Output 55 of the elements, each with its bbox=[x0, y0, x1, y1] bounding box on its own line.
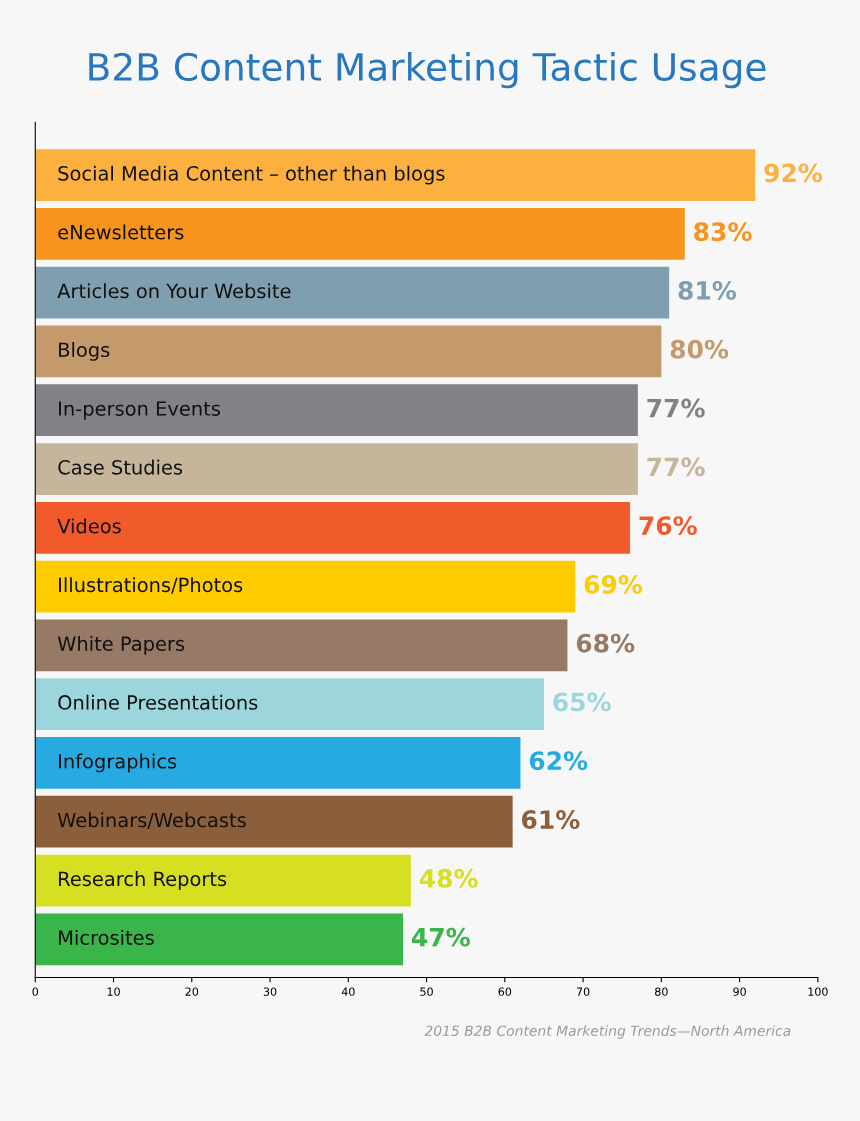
bar bbox=[35, 266, 670, 319]
data-label: 65% bbox=[553, 692, 611, 712]
bar bbox=[35, 325, 662, 378]
data-label: 76% bbox=[639, 516, 697, 536]
bar bbox=[35, 913, 404, 966]
x-tick-label: 30 bbox=[263, 987, 277, 996]
data-label: 61% bbox=[522, 810, 580, 829]
bar bbox=[35, 854, 411, 907]
bar bbox=[35, 619, 568, 672]
x-tick-label: 40 bbox=[341, 987, 355, 996]
x-tick-label: 90 bbox=[733, 987, 746, 996]
bar bbox=[35, 678, 544, 731]
bar bbox=[35, 208, 685, 260]
y-tick-label: Webinars/Webcasts bbox=[57, 812, 246, 829]
bar bbox=[35, 560, 576, 613]
x-tick-label: 0 bbox=[32, 987, 39, 996]
y-tick-label: Social Media Content – other than blogs bbox=[58, 165, 445, 185]
data-label: 68% bbox=[576, 633, 635, 653]
bar bbox=[35, 795, 513, 848]
bar bbox=[35, 443, 638, 495]
x-tick-label: 10 bbox=[107, 987, 120, 996]
y-tick-label: White Papers bbox=[57, 635, 185, 655]
x-tick-label: 60 bbox=[498, 987, 512, 996]
bar bbox=[35, 149, 756, 201]
y-tick-label: Videos bbox=[57, 518, 121, 534]
data-label: 80% bbox=[670, 339, 729, 359]
bar bbox=[35, 737, 521, 789]
data-label: 69% bbox=[584, 574, 643, 594]
x-tick-label: 70 bbox=[576, 987, 590, 996]
bar bbox=[35, 384, 638, 437]
bar bbox=[35, 501, 631, 554]
x-tick-label: 50 bbox=[420, 987, 433, 996]
data-label: 83% bbox=[694, 222, 752, 242]
y-tick-label: Online Presentations bbox=[58, 694, 258, 710]
data-label: 48% bbox=[419, 868, 478, 888]
y-tick-label: Illustrations/Photos bbox=[59, 577, 243, 594]
y-tick-label: Microsites bbox=[59, 929, 154, 945]
data-label: 77% bbox=[647, 398, 705, 418]
x-tick-label: 80 bbox=[655, 987, 668, 996]
x-tick-label: 100 bbox=[808, 987, 828, 996]
y-tick-label: In-person Events bbox=[59, 401, 220, 420]
y-tick-label: Research Reports bbox=[59, 871, 227, 890]
y-tick-label: Blogs bbox=[59, 342, 110, 361]
data-label: 81% bbox=[678, 281, 737, 300]
data-label: 92% bbox=[764, 163, 823, 183]
chart-title: B2B Content Marketing Tactic Usage bbox=[89, 52, 766, 89]
data-label: 77% bbox=[647, 457, 705, 477]
data-label: 62% bbox=[529, 751, 588, 771]
y-tick-label: Case Studies bbox=[58, 459, 183, 475]
data-label: 47% bbox=[412, 927, 470, 947]
y-tick-label: Infographics bbox=[59, 753, 177, 773]
y-tick-label: Articles on Your Website bbox=[57, 283, 291, 299]
text: 2015 B2B Content Marketing Trends—North America bbox=[424, 1025, 791, 1039]
x-tick-label: 20 bbox=[185, 987, 199, 996]
y-tick-label: eNewsletters bbox=[58, 224, 184, 240]
